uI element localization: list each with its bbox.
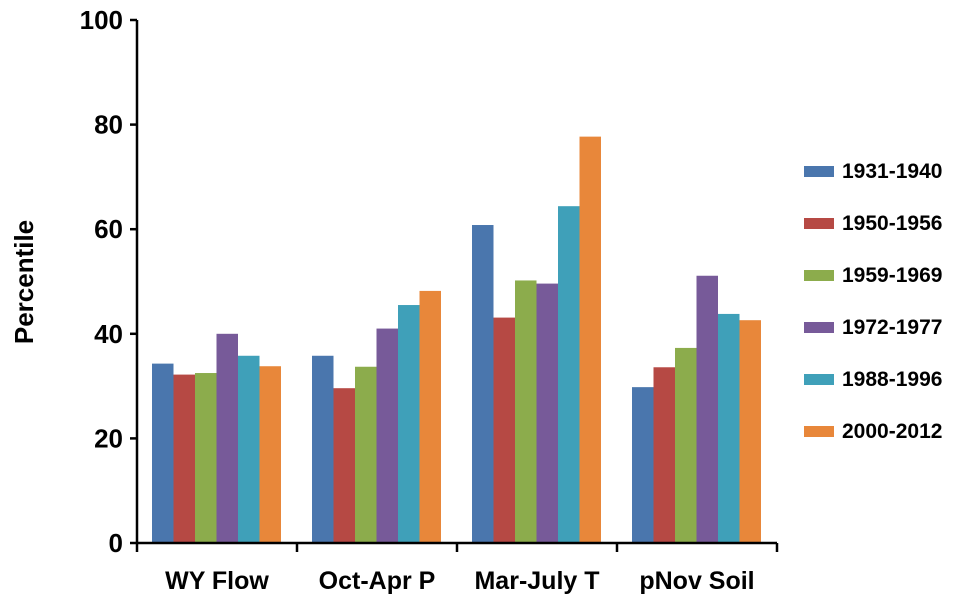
bar-1959-1969-wy-flow bbox=[195, 373, 217, 543]
y-axis-title: Percentile bbox=[9, 220, 39, 344]
y-tick-label: 60 bbox=[94, 214, 123, 244]
bar-1959-1969-pnov-soil bbox=[675, 347, 697, 543]
x-category-label: Oct-Apr P bbox=[319, 567, 436, 595]
legend-swatch bbox=[804, 322, 834, 333]
legend-label: 2000-2012 bbox=[842, 420, 942, 443]
x-category-label: WY Flow bbox=[165, 567, 269, 595]
legend: 1931-1940 1950-1956 1959-1969 1972-1977 1988… bbox=[804, 160, 942, 443]
legend-label: 1959-1969 bbox=[842, 264, 942, 287]
y-tick-label: 100 bbox=[80, 5, 123, 35]
bar-2000-2012-mar-july-t bbox=[579, 136, 601, 543]
y-tick-label: 20 bbox=[94, 423, 123, 453]
y-tick-label: 40 bbox=[94, 319, 123, 349]
bar-2000-2012-pnov-soil bbox=[739, 320, 761, 543]
bar-1959-1969-mar-july-t bbox=[515, 280, 537, 543]
bar-1931-1940-oct-apr-p bbox=[312, 355, 334, 543]
legend-label: 1972-1977 bbox=[842, 316, 942, 339]
bar-2000-2012-oct-apr-p bbox=[419, 290, 441, 543]
bar-2000-2012-wy-flow bbox=[259, 366, 281, 543]
bar-1972-1977-wy-flow bbox=[216, 333, 238, 543]
legend-swatch bbox=[804, 374, 834, 385]
legend-swatch bbox=[804, 426, 834, 437]
bar-1931-1940-wy-flow bbox=[152, 363, 174, 543]
bar-1988-1996-mar-july-t bbox=[558, 206, 580, 544]
y-tick-labels: 0 20 40 60 80 100 bbox=[80, 5, 123, 558]
bar-1931-1940-pnov-soil bbox=[632, 387, 654, 543]
bar-1988-1996-oct-apr-p bbox=[398, 305, 420, 543]
bar-1988-1996-wy-flow bbox=[238, 355, 260, 543]
bar-1988-1996-pnov-soil bbox=[718, 313, 740, 543]
legend-label: 1988-1996 bbox=[842, 368, 942, 391]
bars-group bbox=[152, 136, 761, 544]
bar-1972-1977-mar-july-t bbox=[536, 283, 558, 543]
y-tick-label: 0 bbox=[109, 528, 123, 558]
bar-1950-1956-oct-apr-p bbox=[333, 388, 355, 543]
legend-swatch bbox=[804, 270, 834, 281]
y-tick-label: 80 bbox=[94, 110, 123, 140]
x-category-labels: WY Flow Oct-Apr P Mar-July T pNov Soil bbox=[165, 567, 755, 595]
bar-1950-1956-mar-july-t bbox=[493, 317, 515, 543]
legend-label: 1931-1940 bbox=[842, 160, 942, 183]
bar-1959-1969-oct-apr-p bbox=[355, 366, 377, 543]
legend-swatch bbox=[804, 166, 834, 177]
x-category-label: pNov Soil bbox=[639, 567, 754, 595]
bar-1972-1977-oct-apr-p bbox=[376, 328, 398, 543]
bar-1950-1956-wy-flow bbox=[173, 374, 195, 543]
axes-group bbox=[130, 18, 779, 552]
x-category-label: Mar-July T bbox=[474, 567, 599, 595]
bar-1972-1977-pnov-soil bbox=[696, 275, 718, 543]
legend-swatch bbox=[804, 218, 834, 229]
bar-1931-1940-mar-july-t bbox=[472, 225, 494, 544]
bar-1950-1956-pnov-soil bbox=[653, 367, 675, 543]
legend-label: 1950-1956 bbox=[842, 212, 942, 235]
